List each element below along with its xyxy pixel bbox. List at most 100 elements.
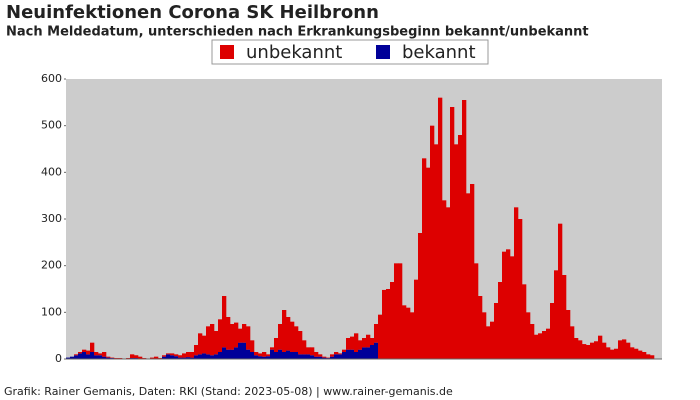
bar	[234, 347, 239, 359]
legend	[211, 39, 489, 65]
bar	[302, 340, 307, 355]
bar	[578, 340, 583, 359]
bar	[322, 357, 327, 359]
bar	[510, 256, 515, 359]
bar	[354, 352, 359, 359]
bar	[426, 167, 431, 359]
bar	[230, 349, 235, 359]
bar	[210, 324, 215, 356]
bar	[294, 326, 299, 352]
bar	[434, 144, 439, 359]
bar	[498, 282, 503, 359]
bar	[166, 354, 171, 359]
bar	[346, 349, 351, 359]
bar	[562, 275, 567, 359]
bar	[70, 356, 75, 359]
bar	[442, 200, 447, 359]
bar	[566, 310, 571, 359]
bar	[218, 352, 223, 359]
bar	[242, 342, 247, 359]
bar	[206, 326, 211, 355]
bar	[338, 354, 343, 359]
bar	[614, 348, 619, 359]
bar	[558, 223, 563, 359]
legend-swatch	[376, 45, 390, 59]
bar	[94, 352, 99, 356]
footer: Grafik: Rainer Gemanis, Daten: RKI (Stan…	[4, 385, 453, 398]
bar	[394, 263, 399, 359]
bar	[486, 326, 491, 359]
bar	[78, 353, 83, 359]
bar	[210, 355, 215, 359]
bar	[342, 352, 347, 359]
bar	[646, 354, 651, 359]
bar	[106, 356, 111, 358]
bar	[418, 233, 423, 359]
bar	[638, 350, 643, 359]
bar	[278, 324, 283, 350]
bar	[602, 342, 607, 359]
bar	[250, 352, 255, 359]
bar	[270, 347, 275, 350]
bar	[594, 341, 599, 359]
bar	[350, 336, 355, 350]
bar	[274, 338, 279, 352]
bar	[642, 352, 647, 359]
bar	[298, 354, 303, 359]
bar	[302, 354, 307, 359]
bar	[630, 347, 635, 359]
bar	[170, 355, 175, 359]
bar	[514, 207, 519, 359]
bar	[90, 352, 95, 359]
bar	[190, 352, 195, 358]
bar	[214, 331, 219, 355]
bar	[526, 312, 531, 359]
bar	[226, 317, 231, 350]
bar	[238, 328, 243, 343]
bar	[254, 352, 259, 356]
chart-title: Neuinfektionen Corona SK Heilbronn	[6, 2, 379, 23]
bar	[78, 352, 83, 354]
bar	[294, 352, 299, 359]
bar	[374, 324, 379, 343]
bar	[234, 322, 239, 348]
bar	[202, 335, 207, 354]
bar	[82, 352, 87, 359]
bar	[538, 333, 543, 359]
bar	[102, 356, 107, 359]
y-tick-label: 300	[41, 212, 62, 225]
bar	[270, 349, 275, 359]
bar	[198, 333, 203, 355]
bar	[150, 357, 155, 359]
plot-area	[66, 79, 662, 359]
bar	[102, 352, 107, 357]
bar	[482, 312, 487, 359]
bar	[174, 356, 179, 359]
bar	[370, 345, 375, 359]
bar	[262, 352, 267, 357]
bar	[262, 356, 267, 359]
bar	[610, 349, 615, 359]
bar	[478, 296, 483, 359]
bar	[590, 342, 595, 359]
bar	[570, 326, 575, 359]
bar	[454, 144, 459, 359]
y-tick-label: 400	[41, 165, 62, 178]
bar	[322, 356, 327, 358]
bar	[94, 355, 99, 359]
bar	[398, 263, 403, 359]
bar	[258, 353, 263, 357]
bar	[518, 219, 523, 359]
bar	[162, 355, 167, 357]
y-tick-label: 500	[41, 119, 62, 132]
legend-label: unbekannt	[246, 42, 342, 63]
bar	[310, 347, 315, 356]
bar	[350, 349, 355, 359]
bar	[254, 355, 259, 359]
bar	[190, 357, 195, 359]
bar	[98, 353, 103, 356]
bar	[362, 338, 367, 348]
bar	[226, 349, 231, 359]
bar	[354, 333, 359, 352]
